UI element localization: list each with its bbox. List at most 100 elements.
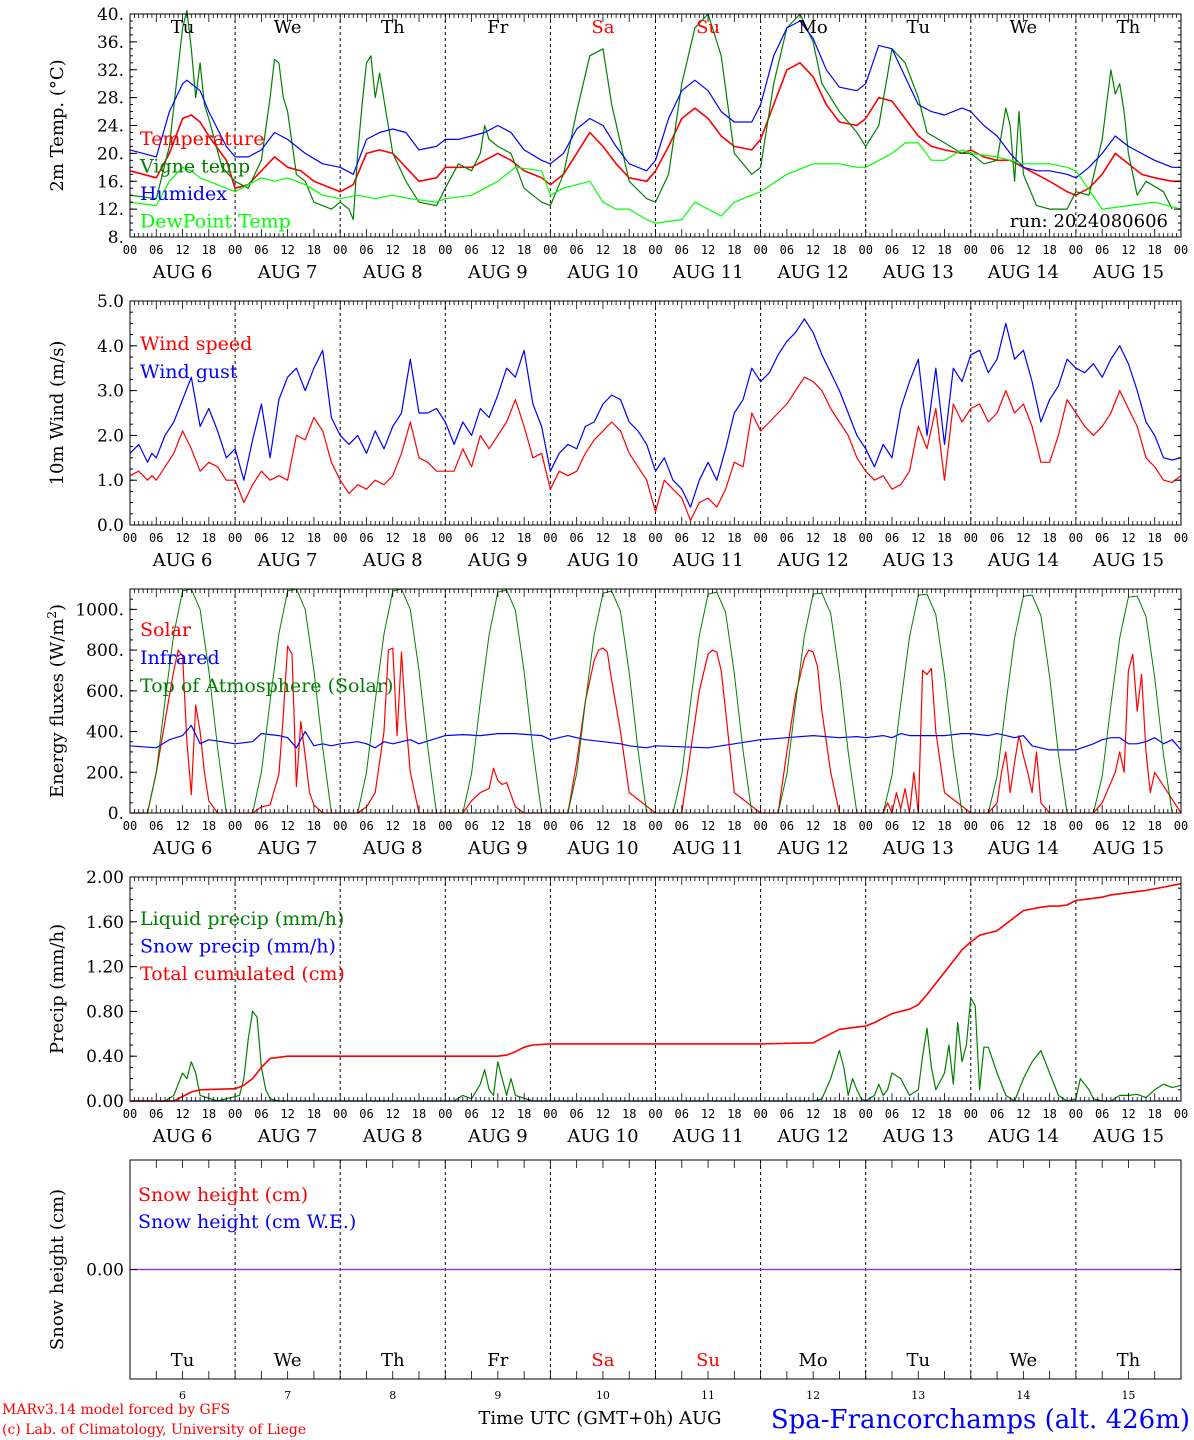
x-hour-label: 18: [832, 819, 846, 833]
day-number-label: 8: [389, 1389, 396, 1402]
x-day-label: AUG 6: [152, 550, 213, 571]
series-line-top-of-atmosphere-solar-: [130, 588, 1181, 814]
x-hour-label: 18: [412, 819, 426, 833]
legend-entry: Vigne temp: [139, 156, 250, 178]
x-day-label: AUG 14: [987, 262, 1059, 283]
x-hour-label: 00: [964, 819, 978, 833]
y-tick-label: 16.: [97, 172, 124, 192]
x-axis-label: Time UTC (GMT+0h) AUG: [478, 1408, 721, 1429]
x-day-label: AUG 8: [362, 838, 423, 859]
x-day-label: AUG 12: [777, 1126, 849, 1147]
credit-line: MARv3.14 model forced by GFS: [2, 1402, 230, 1418]
y-axis-label: 2m Temp. (°C): [47, 59, 68, 191]
x-hour-label: 00: [333, 531, 347, 545]
y-axis-label: 10m Wind (m/s): [47, 341, 68, 486]
x-hour-label: 00: [648, 531, 662, 545]
x-hour-label: 00: [964, 531, 978, 545]
series-line-liquid-precip-mm-h-: [130, 997, 1182, 1102]
plot-frame: [129, 300, 1182, 526]
y-axis-label-main: Energy fluxes (W/m: [47, 619, 68, 798]
x-hour-label: 00: [228, 243, 242, 257]
x-hour-label: 18: [307, 531, 321, 545]
y-tick-label: 400.: [86, 723, 124, 743]
x-day-label: AUG 10: [566, 550, 638, 571]
x-hour-label: 00: [438, 1107, 452, 1121]
x-hour-label: 06: [675, 531, 689, 545]
y-tick-label: 1.60: [86, 913, 124, 933]
x-hour-label: 06: [885, 819, 899, 833]
x-hour-label: 06: [780, 243, 794, 257]
x-hour-label: 12: [491, 243, 505, 257]
y-tick-label: 800.: [86, 641, 124, 661]
x-hour-label: 18: [937, 243, 951, 257]
x-hour-label: 06: [149, 531, 163, 545]
x-hour-label: 06: [780, 531, 794, 545]
x-day-label: AUG 7: [257, 262, 318, 283]
weekday-label-top: Fr: [487, 17, 508, 38]
x-hour-label: 00: [228, 819, 242, 833]
x-day-label: AUG 12: [777, 838, 849, 859]
x-hour-label: 00: [858, 819, 872, 833]
x-hour-label: 00: [543, 819, 557, 833]
x-hour-label: 00: [438, 819, 452, 833]
x-hour-label: 06: [1095, 819, 1109, 833]
x-hour-label: 18: [1042, 531, 1056, 545]
y-axis-label: Energy fluxes (W/m2): [45, 604, 68, 798]
x-hour-label: 06: [675, 1107, 689, 1121]
x-hour-label: 12: [175, 531, 189, 545]
x-hour-label: 12: [280, 819, 294, 833]
x-hour-label: 12: [701, 243, 715, 257]
x-day-label: AUG 9: [467, 550, 528, 571]
x-hour-label: 18: [1042, 1107, 1056, 1121]
x-hour-label: 12: [911, 243, 925, 257]
x-hour-label: 00: [858, 243, 872, 257]
legend-entry: Snow height (cm): [138, 1184, 308, 1206]
weekday-label-top: We: [274, 17, 302, 38]
x-day-label: AUG 8: [362, 262, 423, 283]
weekday-label-bottom: Sa: [591, 1350, 614, 1371]
x-hour-label: 06: [990, 819, 1004, 833]
x-hour-label: 12: [806, 243, 820, 257]
x-hour-label: 06: [464, 243, 478, 257]
x-hour-label: 12: [386, 1107, 400, 1121]
x-day-label: AUG 12: [777, 262, 849, 283]
x-hour-label: 00: [1069, 243, 1083, 257]
x-day-label: AUG 7: [257, 550, 318, 571]
x-hour-label: 00: [438, 243, 452, 257]
series-line-humidex: [129, 20, 1181, 179]
day-number-label: 10: [596, 1389, 610, 1402]
x-hour-label: 06: [569, 819, 583, 833]
x-day-label: AUG 8: [362, 550, 423, 571]
x-hour-label: 06: [675, 243, 689, 257]
plot-frame: [129, 13, 1182, 238]
legend-entry: Wind speed: [140, 333, 252, 355]
x-hour-label: 00: [648, 819, 662, 833]
x-day-label: AUG 13: [882, 550, 954, 571]
x-hour-label: 00: [333, 243, 347, 257]
x-hour-label: 06: [254, 531, 268, 545]
x-hour-label: 06: [149, 819, 163, 833]
x-hour-label: 06: [149, 243, 163, 257]
x-hour-label: 12: [911, 531, 925, 545]
x-hour-label: 00: [1174, 243, 1188, 257]
y-tick-label: 5.0: [97, 292, 124, 312]
x-day-label: AUG 9: [467, 262, 528, 283]
series-line-dewpoint-temp: [129, 142, 1182, 224]
x-hour-label: 12: [1016, 531, 1030, 545]
x-hour-label: 12: [911, 1107, 925, 1121]
plot-frame: [129, 588, 1182, 814]
x-day-label: AUG 9: [467, 1126, 528, 1147]
weekday-label-bottom: We: [1010, 1350, 1038, 1371]
x-hour-label: 00: [123, 1107, 137, 1121]
x-hour-label: 12: [701, 531, 715, 545]
x-hour-label: 18: [412, 1107, 426, 1121]
x-day-label: AUG 10: [566, 262, 638, 283]
weekday-label-bottom: Su: [696, 1350, 720, 1371]
x-hour-label: 12: [386, 531, 400, 545]
panel-precip: 0.00 0.40 0.80 1.20 1.60 2.00 00 06 12 18 AUG 6 00 0…: [47, 868, 1188, 1147]
x-day-label: AUG 13: [882, 1126, 954, 1147]
x-hour-label: 18: [727, 1107, 741, 1121]
weekday-label-top: Th: [1117, 17, 1141, 38]
x-hour-label: 12: [1121, 243, 1135, 257]
x-hour-label: 18: [832, 1107, 846, 1121]
